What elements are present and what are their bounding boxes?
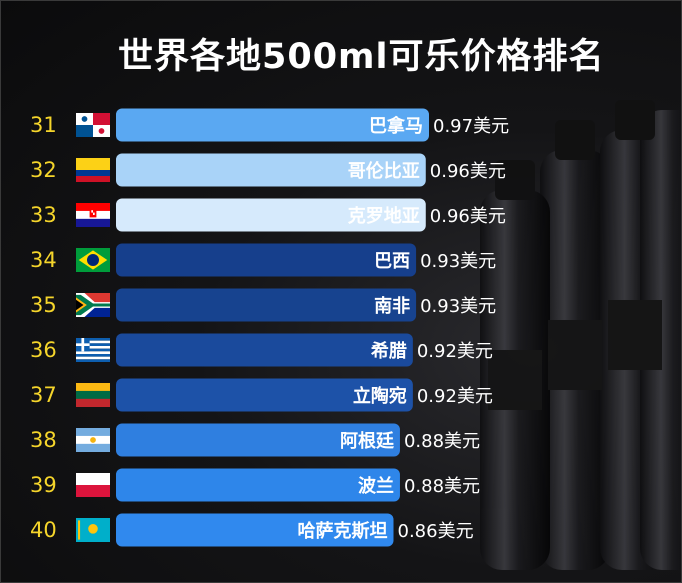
category-label: 波兰: [358, 475, 394, 497]
category-label: 克罗地亚: [348, 205, 420, 227]
flag-brazil-icon: [76, 248, 110, 272]
flag-greece-icon: [76, 338, 110, 362]
value-label: 0.88美元: [404, 476, 480, 497]
rank-label: 34: [30, 248, 57, 272]
bar: [116, 153, 426, 187]
category-label: 哈萨克斯坦: [298, 520, 388, 542]
rank-label: 36: [30, 338, 57, 362]
rank-label: 37: [30, 383, 57, 407]
rank-label: 39: [30, 473, 57, 497]
category-label: 希腊: [371, 340, 407, 362]
flag-panama-icon: [76, 113, 110, 137]
rank-label: 31: [30, 113, 57, 137]
category-label: 南非: [374, 295, 410, 317]
category-label: 巴西: [374, 251, 410, 272]
rank-label: 40: [30, 518, 57, 542]
value-label: 0.86美元: [398, 521, 474, 542]
value-label: 0.92美元: [417, 341, 493, 362]
value-label: 0.97美元: [433, 116, 509, 137]
bar: [116, 423, 400, 457]
bar: [116, 513, 394, 547]
bar: [116, 378, 413, 412]
flag-lithuania-icon: [76, 383, 110, 407]
bar: [116, 333, 413, 367]
flag-argentina-icon: [76, 428, 110, 452]
flag-south-africa-icon: [76, 293, 110, 317]
category-label: 哥伦比亚: [348, 160, 420, 182]
bar: [116, 288, 417, 322]
value-label: 0.88美元: [404, 431, 480, 452]
value-label: 0.96美元: [430, 161, 506, 182]
rank-label: 32: [30, 158, 57, 182]
category-label: 立陶宛: [353, 385, 407, 407]
value-label: 0.92美元: [417, 386, 493, 407]
bar: [116, 198, 426, 232]
flag-poland-icon: [76, 473, 110, 497]
rank-label: 35: [30, 293, 57, 317]
flag-kazakhstan-icon: [76, 518, 110, 542]
value-label: 0.93美元: [420, 296, 496, 317]
category-label: 阿根廷: [340, 430, 395, 452]
rank-label: 33: [30, 203, 57, 227]
value-label: 0.96美元: [430, 206, 506, 227]
category-label: 巴拿马: [369, 115, 423, 137]
rank-label: 38: [30, 428, 57, 452]
flag-colombia-icon: [76, 158, 110, 182]
chart-title: 世界各地500ml可乐价格排名: [118, 37, 605, 77]
flag-croatia-icon: [76, 203, 110, 227]
value-label: 0.93美元: [420, 251, 496, 272]
bar: [116, 468, 400, 502]
bar: [116, 243, 417, 277]
bar: [116, 108, 429, 142]
